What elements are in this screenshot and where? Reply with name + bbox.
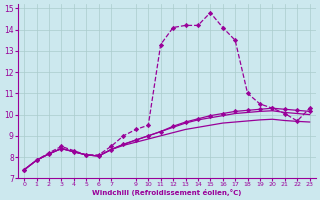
X-axis label: Windchill (Refroidissement éolien,°C): Windchill (Refroidissement éolien,°C) [92, 189, 242, 196]
